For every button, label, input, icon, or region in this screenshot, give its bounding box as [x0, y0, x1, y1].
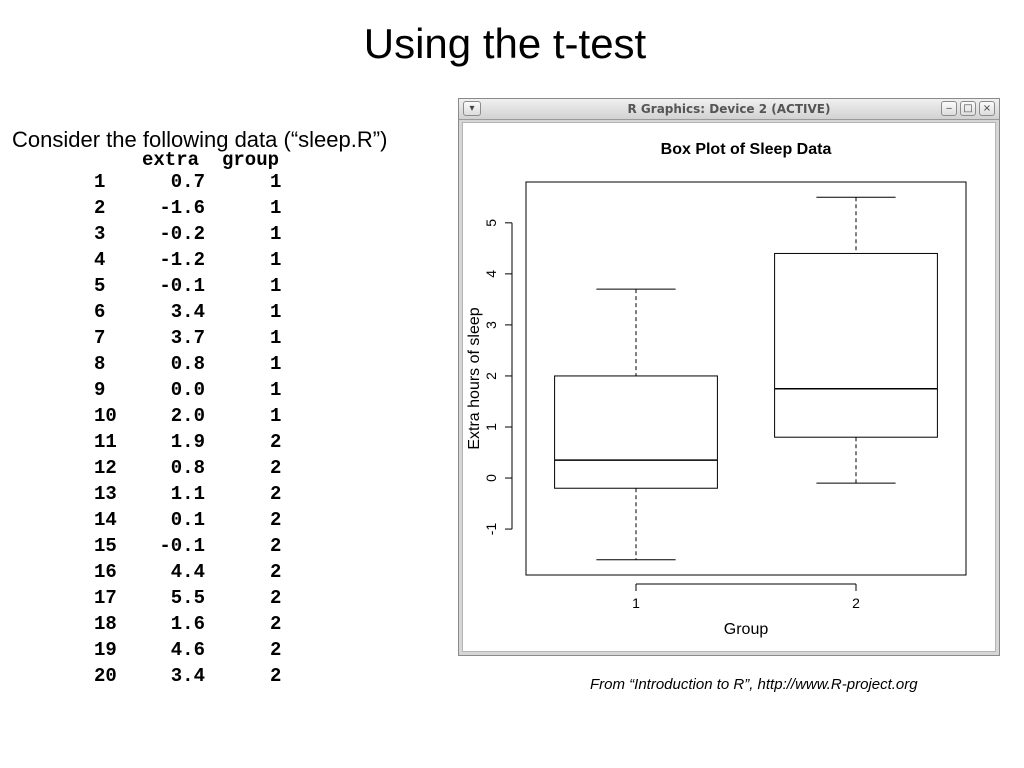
row-index: 17: [94, 587, 117, 609]
box: [554, 375, 718, 489]
y-tick-label: 0: [483, 474, 499, 482]
y-tick-label: 1: [483, 423, 499, 431]
row-extra: 3.4: [170, 301, 205, 323]
row-extra: 1.9: [170, 431, 205, 453]
slide-title: Using the t-test: [363, 20, 647, 67]
row-group: 1: [270, 171, 282, 193]
row-extra: -0.1: [159, 535, 205, 557]
row-extra: -1.6: [159, 197, 205, 219]
close-icon[interactable]: ×: [979, 101, 995, 116]
row-index: 13: [94, 483, 117, 505]
row-extra: -0.1: [159, 275, 205, 297]
row-group: 1: [270, 327, 282, 349]
maximize-icon[interactable]: □: [960, 101, 976, 116]
row-index: 7: [94, 327, 106, 349]
row-index: 19: [94, 639, 117, 661]
row-group: 1: [270, 197, 282, 219]
y-tick-label: -1: [483, 523, 499, 536]
column-header-group: group: [222, 149, 280, 171]
row-index: 5: [94, 275, 106, 297]
x-tick-label: 1: [632, 595, 640, 611]
source-note: From “Introduction to R”, http://www.R-p…: [590, 676, 918, 693]
row-group: 2: [270, 509, 282, 531]
window-title: R Graphics: Device 2 (ACTIVE): [627, 102, 831, 116]
row-extra: -1.2: [159, 249, 205, 271]
row-group: 1: [270, 249, 282, 271]
row-extra: 1.1: [170, 483, 205, 505]
row-index: 1: [94, 171, 106, 193]
row-index: 9: [94, 379, 106, 401]
row-group: 2: [270, 587, 282, 609]
row-group: 1: [270, 275, 282, 297]
row-index: 11: [94, 431, 117, 453]
row-extra: 5.5: [170, 587, 205, 609]
y-tick-label: 4: [483, 270, 499, 278]
y-tick-label: 2: [483, 372, 499, 380]
x-tick-label: 2: [852, 595, 860, 611]
row-extra: 2.0: [170, 405, 205, 427]
box-plot: Box Plot of Sleep Data -1 0 1 2 3 4 5 Extra hour…: [466, 141, 967, 638]
row-extra: 0.7: [170, 171, 205, 193]
chart-title: Box Plot of Sleep Data: [661, 141, 832, 158]
row-extra: 3.7: [170, 327, 205, 349]
box: [774, 252, 938, 438]
row-group: 1: [270, 379, 282, 401]
row-group: 2: [270, 457, 282, 479]
row-extra: -0.2: [159, 223, 205, 245]
y-tick-label: 5: [483, 219, 499, 227]
row-extra: 0.1: [170, 509, 205, 531]
y-axis-label: Extra hours of sleep: [466, 307, 483, 449]
row-index: 4: [94, 249, 106, 271]
row-extra: 4.6: [170, 639, 205, 661]
chevron-down-icon[interactable]: ▾: [463, 101, 481, 116]
column-header-extra: extra: [142, 149, 200, 171]
row-group: 1: [270, 223, 282, 245]
row-group: 2: [270, 561, 282, 583]
row-group: 2: [270, 483, 282, 505]
window-titlebar[interactable]: ▾ R Graphics: Device 2 (ACTIVE) ‒ □ ×: [459, 99, 999, 120]
row-extra: 3.4: [170, 665, 205, 687]
x-axis-label: Group: [724, 621, 769, 638]
row-extra: 0.8: [170, 353, 205, 375]
row-group: 2: [270, 431, 282, 453]
row-extra: 0.8: [170, 457, 205, 479]
minimize-icon[interactable]: ‒: [941, 101, 957, 116]
intro-text: Consider the following data (“sleep.R”): [12, 127, 388, 152]
row-group: 2: [270, 535, 282, 557]
row-index: 6: [94, 301, 106, 323]
row-index: 10: [94, 405, 117, 427]
row-index: 2: [94, 197, 106, 219]
row-group: 1: [270, 405, 282, 427]
row-group: 1: [270, 353, 282, 375]
row-index: 12: [94, 457, 117, 479]
row-extra: 0.0: [170, 379, 205, 401]
row-index: 20: [94, 665, 117, 687]
plot-area: Box Plot of Sleep Data -1 0 1 2 3 4 5 Extra hour…: [462, 122, 996, 652]
row-group: 2: [270, 613, 282, 635]
row-extra: 4.4: [170, 561, 205, 583]
row-extra: 1.6: [170, 613, 205, 635]
row-group: 2: [270, 639, 282, 661]
row-index: 8: [94, 353, 106, 375]
row-index: 3: [94, 223, 106, 245]
row-group: 1: [270, 301, 282, 323]
row-group: 2: [270, 665, 282, 687]
row-index: 15: [94, 535, 117, 557]
plot-frame: [525, 181, 967, 576]
row-index: 14: [94, 509, 117, 531]
row-index: 18: [94, 613, 117, 635]
y-tick-label: 3: [483, 321, 499, 329]
row-index: 16: [94, 561, 117, 583]
r-graphics-window: ▾ R Graphics: Device 2 (ACTIVE) ‒ □ × Bo…: [458, 98, 1000, 656]
